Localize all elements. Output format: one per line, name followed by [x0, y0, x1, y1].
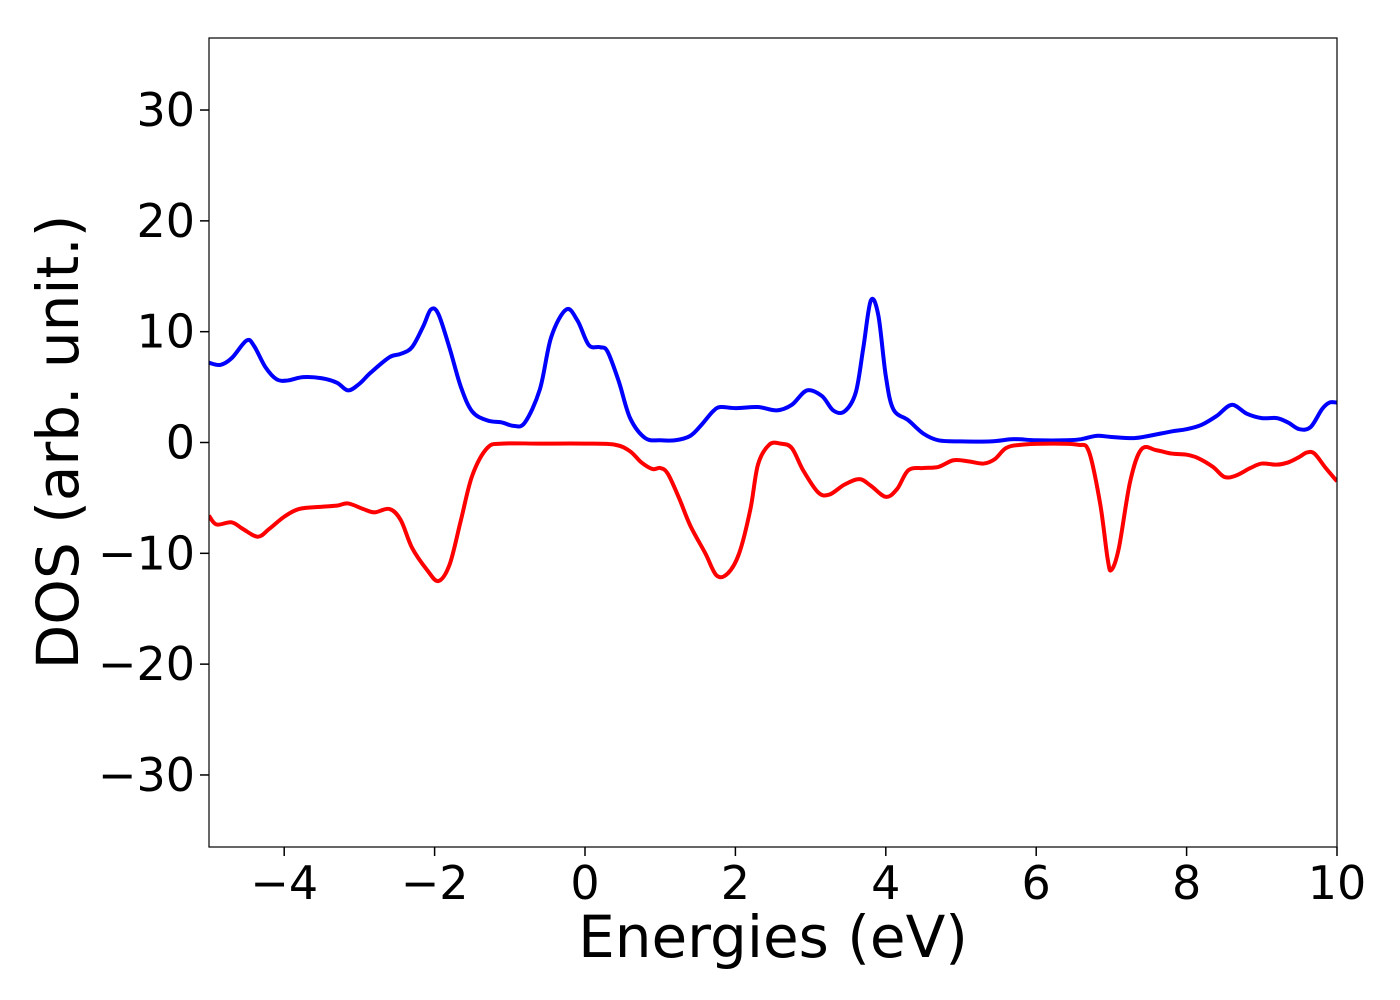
series-line-spin-up	[209, 296, 1337, 444]
y-tick-label: 10	[136, 305, 195, 359]
x-tick-label: 8	[1172, 856, 1201, 910]
x-tick-label: 10	[1308, 856, 1367, 910]
series-line-spin-down	[209, 440, 1337, 584]
y-tick-label: 0	[166, 416, 195, 470]
x-tick-label: −2	[401, 856, 469, 910]
y-tick-label: 20	[136, 194, 195, 248]
x-tick-label: 0	[570, 856, 599, 910]
x-tick-label: −4	[250, 856, 318, 910]
x-axis-title: Energies (eV)	[578, 903, 968, 971]
series-layer	[209, 296, 1337, 584]
x-tick-label: 4	[871, 856, 900, 910]
y-tick-label: 30	[136, 83, 195, 137]
x-tick-label: 2	[721, 856, 750, 910]
y-axis-title: DOS (arb. unit.)	[24, 215, 92, 670]
y-tick-label: −30	[98, 748, 195, 802]
y-tick-label: −10	[98, 526, 195, 580]
x-axis: −4 −2 0 2 4 6 8 10	[250, 847, 1366, 910]
y-axis: −30 −20 −10 0 10 20 30	[98, 83, 209, 802]
y-tick-label: −20	[98, 637, 195, 691]
x-tick-label: 6	[1022, 856, 1051, 910]
